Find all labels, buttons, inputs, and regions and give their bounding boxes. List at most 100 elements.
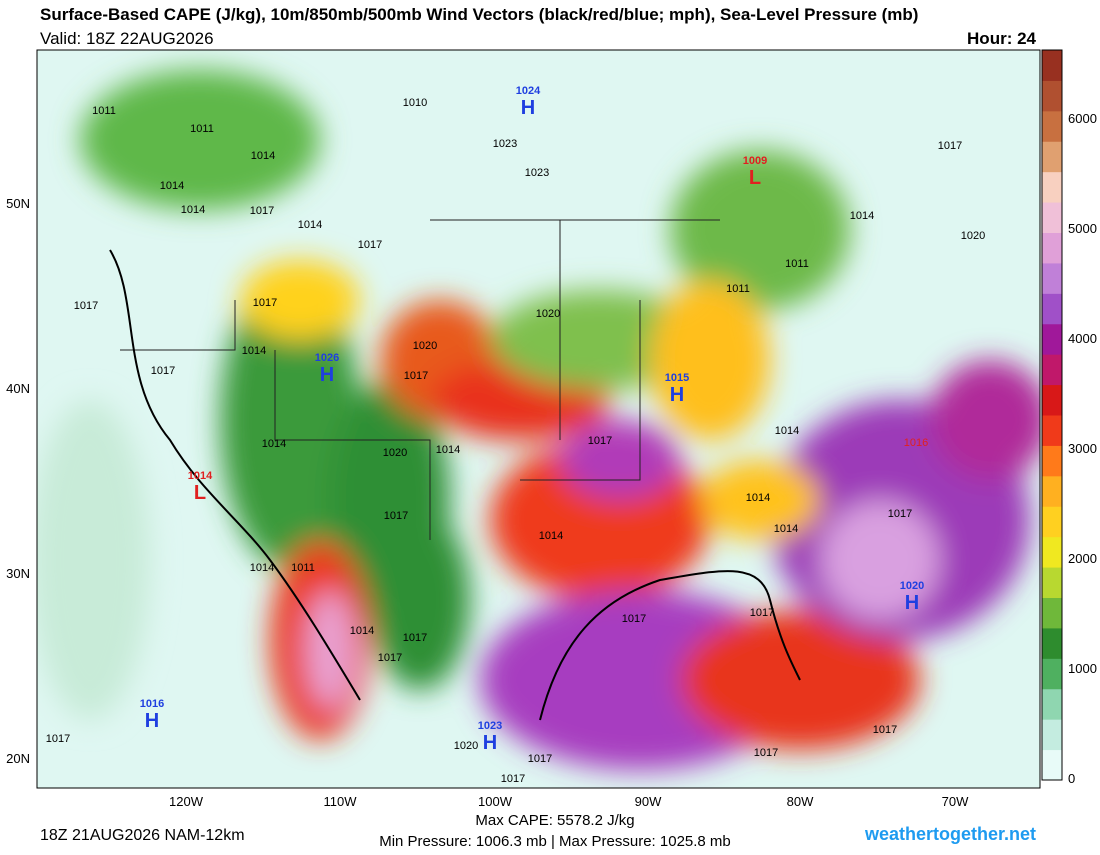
map-frame: [36, 49, 1041, 789]
isobar-label: 1014: [775, 425, 799, 437]
longitude-label: 80W: [787, 794, 814, 809]
isobar-label: 1016: [904, 437, 928, 449]
latitude-label: 30N: [6, 566, 30, 581]
cape-field: [37, 70, 1040, 770]
title: Surface-Based CAPE (J/kg), 10m/850mb/500…: [40, 5, 918, 24]
isobar-label: 1017: [151, 365, 175, 377]
latitude-label: 20N: [6, 751, 30, 766]
colorbar-swatch: [1042, 323, 1062, 355]
pressure-center-letter: H: [320, 364, 334, 386]
colorbar-swatch: [1042, 688, 1062, 720]
isobar-label: 1017: [378, 652, 402, 664]
pressure-center-letter: H: [483, 732, 497, 754]
colorbar-tick-label: 3000: [1068, 441, 1097, 456]
isobar-label: 1017: [403, 632, 427, 644]
pressure-center-value: 1014: [188, 470, 213, 482]
isobar-label: 1014: [746, 492, 770, 504]
isobar-label: 1011: [190, 123, 214, 135]
colorbar-tick-label: 1000: [1068, 661, 1097, 676]
pressure-center-value: 1009: [743, 155, 767, 167]
pressure-center-letter: H: [145, 710, 159, 732]
isobar-label: 1017: [622, 613, 646, 625]
isobar-label: 1023: [493, 138, 517, 150]
isobar-label: 1014: [251, 150, 275, 162]
colorbar-swatch: [1042, 202, 1062, 233]
pressure-range: Min Pressure: 1006.3 mb | Max Pressure: …: [379, 833, 731, 850]
isobar-label: 1017: [754, 747, 778, 759]
colorbar-swatch: [1042, 658, 1062, 690]
isobar-label: 1017: [46, 733, 70, 745]
isobar-label: 1014: [242, 345, 266, 357]
pressure-center-letter: L: [194, 482, 206, 504]
colorbar-swatch: [1042, 384, 1062, 416]
isobar-label: 1011: [726, 283, 750, 295]
isobar-label: 1020: [961, 230, 985, 242]
map-field: [37, 50, 1040, 788]
pressure-center-letter: H: [521, 97, 535, 119]
pressure-center-value: 1015: [665, 372, 689, 384]
pressure-center-letter: H: [670, 384, 684, 406]
isobar-label: 1014: [160, 180, 184, 192]
latitude-label: 50N: [6, 196, 30, 211]
borders: [120, 219, 720, 540]
colorbar-swatch: [1042, 171, 1062, 203]
pressure-center-letter: L: [749, 167, 761, 189]
colorbar-swatch: [1042, 80, 1062, 112]
isobar-label: 1020: [536, 308, 560, 320]
latitude-label: 40N: [6, 381, 30, 396]
colorbar: 0 1000 2000 3000 4000 5000 6000: [1041, 49, 1097, 786]
colorbar-swatch: [1042, 293, 1062, 325]
isobar-label: 1017: [938, 140, 962, 152]
isobar-label: 1014: [539, 530, 563, 542]
max-cape: Max CAPE: 5578.2 J/kg: [475, 812, 634, 829]
pressure-center-value: 1020: [900, 580, 924, 592]
model-run: 18Z 21AUG2026 NAM-12km: [40, 827, 245, 844]
isobar-label: 1011: [291, 562, 315, 574]
colorbar-swatch: [1042, 445, 1062, 477]
isobar-label: 1014: [262, 438, 286, 450]
isobar-label: 1020: [413, 340, 437, 352]
isobar-label: 1014: [250, 562, 274, 574]
colorbar-swatch: [1042, 627, 1062, 659]
isobar-label: 1014: [181, 204, 205, 216]
colorbar-swatch: [1042, 475, 1062, 507]
pressure-center-value: 1016: [140, 698, 164, 710]
forecast-hour: Hour: 24: [967, 29, 1037, 48]
isobar-label: 1017: [384, 510, 408, 522]
colorbar-swatch: [1042, 506, 1062, 538]
valid-time: Valid: 18Z 22AUG2026: [40, 29, 214, 48]
colorbar-frame: [1041, 49, 1063, 781]
colorbar-swatch: [1042, 110, 1062, 142]
isobar-label: 1017: [588, 435, 612, 447]
isobar-label: 1017: [750, 607, 774, 619]
colorbar-swatch: [1042, 415, 1062, 446]
isobar-label: 1017: [404, 370, 428, 382]
longitude-label: 100W: [478, 794, 513, 809]
longitude-label: 70W: [942, 794, 969, 809]
site-credit: weathertogether.net: [864, 824, 1036, 844]
isobar-label: 1017: [528, 753, 552, 765]
longitude-label: 90W: [635, 794, 662, 809]
isobar-label: 1017: [74, 300, 98, 312]
colorbar-swatch: [1042, 50, 1062, 81]
longitude-label: 120W: [169, 794, 204, 809]
isobar-label: 1011: [785, 258, 809, 270]
colorbar-swatch: [1042, 567, 1062, 598]
colorbar-swatch: [1042, 232, 1062, 264]
coastline: [109, 249, 801, 721]
colorbar-tick-label: 5000: [1068, 221, 1097, 236]
isobar-label: 1020: [454, 740, 478, 752]
colorbar-tick-label: 6000: [1068, 111, 1097, 126]
pressure-center-letter: H: [905, 592, 919, 614]
colorbar-swatch: [1042, 262, 1062, 294]
isobar-label: 1017: [253, 297, 277, 309]
colorbar-tick-label: 0: [1068, 771, 1075, 786]
isobar-label: 1014: [436, 444, 460, 456]
colorbar-swatch: [1042, 354, 1062, 386]
isobar-label: 1017: [358, 239, 382, 251]
isobar-label: 1020: [383, 447, 407, 459]
colorbar-tick-label: 4000: [1068, 331, 1097, 346]
